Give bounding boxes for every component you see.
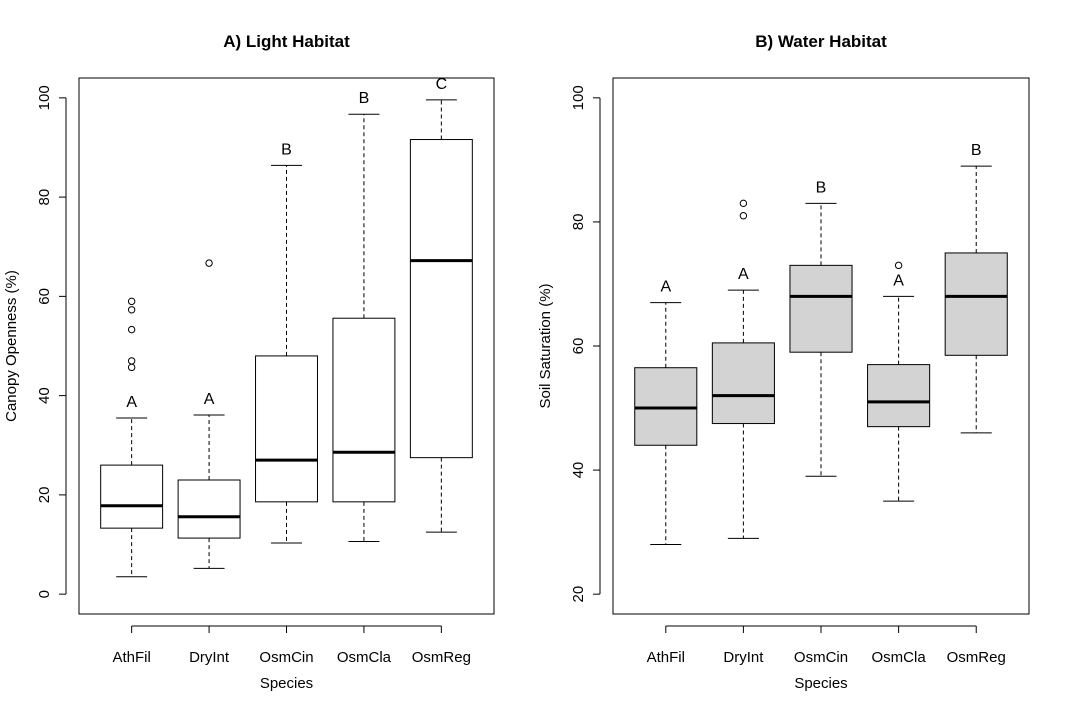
plot-frame: [612, 77, 1030, 615]
y-tick-label: 20: [570, 586, 587, 603]
y-tick-label: 40: [570, 462, 587, 479]
x-tick-label: OsmCla: [872, 649, 927, 666]
y-tick-label: 60: [570, 338, 587, 355]
box-DryInt: A: [711, 199, 775, 539]
x-tick-label: AthFil: [112, 649, 150, 666]
plot-frame: [78, 77, 495, 615]
box-OsmReg: C: [409, 76, 473, 533]
y-axis-label: Soil Saturation (%): [537, 283, 554, 408]
y-tick-label: 100: [36, 85, 53, 110]
significance-letter: B: [971, 142, 982, 159]
outlier-point: [127, 325, 136, 334]
significance-letter: A: [204, 391, 215, 408]
box-OsmCla: B: [332, 90, 396, 543]
significance-letter: A: [738, 266, 749, 283]
chart-title: B) Water Habitat: [755, 32, 887, 51]
box-AthFil: A: [100, 297, 164, 578]
iqr-box: [944, 252, 1008, 356]
iqr-box: [177, 479, 241, 539]
y-tick-label: 20: [36, 487, 53, 504]
y-tick-label: 0: [36, 590, 53, 598]
x-tick-label: OsmReg: [947, 649, 1006, 666]
y-tick-label: 40: [36, 387, 53, 404]
y-tick-label: 80: [570, 214, 587, 231]
box-OsmReg: B: [944, 142, 1008, 434]
x-tick-label: AthFil: [647, 649, 685, 666]
significance-letter: B: [359, 90, 370, 107]
significance-letter: A: [893, 272, 904, 289]
iqr-box: [332, 317, 396, 503]
iqr-box: [867, 364, 931, 428]
y-axis-label: Canopy Openness (%): [3, 270, 20, 422]
iqr-box: [255, 355, 318, 503]
x-axis-label: Species: [260, 675, 313, 692]
outlier-point: [894, 261, 903, 270]
iqr-box: [711, 342, 775, 425]
significance-letter: B: [816, 179, 827, 196]
chart-panel-light-habitat: A) Light Habitat 0 20 40 60 80 100 Canopy Openn…: [3, 32, 495, 692]
chart-title: A) Light Habitat: [223, 32, 350, 51]
significance-letter: C: [436, 76, 448, 93]
x-tick-label: DryInt: [723, 649, 764, 666]
outlier-point: [127, 297, 136, 306]
box-AthFil: A: [634, 279, 698, 546]
outlier-point: [205, 259, 213, 267]
iqr-box: [100, 464, 164, 529]
x-tick-label: OsmCin: [259, 649, 313, 666]
significance-letter: A: [660, 279, 671, 296]
x-axis-label: Species: [794, 675, 847, 692]
outlier-point: [127, 306, 136, 314]
iqr-box: [789, 264, 853, 353]
outlier-point: [127, 357, 136, 365]
x-tick-label: DryInt: [189, 649, 230, 666]
x-tick-label: OsmReg: [412, 649, 471, 666]
significance-letter: A: [126, 394, 137, 411]
box-OsmCin: B: [789, 179, 853, 477]
chart-panel-water-habitat: B) Water Habitat 20 40 60 80 100 Soil Saturati…: [537, 32, 1030, 692]
y-tick-label: 80: [36, 189, 53, 206]
iqr-box: [409, 139, 473, 459]
x-tick-label: OsmCla: [337, 649, 392, 666]
y-tick-label: 100: [570, 85, 587, 110]
outlier-point: [739, 212, 748, 220]
y-tick-label: 60: [36, 288, 53, 305]
outlier-point: [127, 363, 136, 372]
iqr-box: [634, 367, 698, 446]
box-OsmCla: A: [867, 261, 931, 502]
box-DryInt: A: [177, 259, 241, 569]
box-OsmCin: B: [255, 141, 318, 544]
outlier-point: [739, 199, 748, 208]
significance-letter: B: [281, 141, 292, 158]
x-tick-label: OsmCin: [794, 649, 848, 666]
